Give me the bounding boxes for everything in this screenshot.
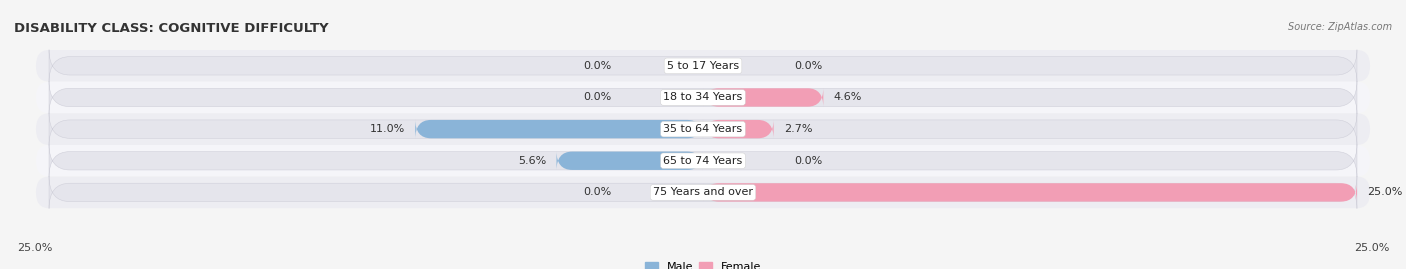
- FancyBboxPatch shape: [49, 81, 1357, 114]
- Text: 5.6%: 5.6%: [517, 156, 546, 166]
- FancyBboxPatch shape: [49, 145, 1357, 177]
- Text: 11.0%: 11.0%: [370, 124, 405, 134]
- Text: 0.0%: 0.0%: [583, 61, 612, 71]
- Text: 4.6%: 4.6%: [834, 93, 862, 102]
- Text: 0.0%: 0.0%: [794, 61, 823, 71]
- Text: 2.7%: 2.7%: [785, 124, 813, 134]
- FancyBboxPatch shape: [557, 151, 703, 171]
- Text: 0.0%: 0.0%: [583, 93, 612, 102]
- FancyBboxPatch shape: [37, 176, 1369, 208]
- FancyBboxPatch shape: [37, 113, 1369, 145]
- FancyBboxPatch shape: [415, 119, 703, 139]
- Text: 25.0%: 25.0%: [1354, 243, 1389, 253]
- FancyBboxPatch shape: [49, 113, 1357, 145]
- Text: 25.0%: 25.0%: [17, 243, 52, 253]
- FancyBboxPatch shape: [49, 50, 1357, 82]
- FancyBboxPatch shape: [703, 183, 1357, 202]
- FancyBboxPatch shape: [703, 119, 773, 139]
- FancyBboxPatch shape: [703, 88, 824, 107]
- FancyBboxPatch shape: [37, 145, 1369, 176]
- Legend: Male, Female: Male, Female: [644, 262, 762, 269]
- Text: 75 Years and over: 75 Years and over: [652, 187, 754, 197]
- Text: Source: ZipAtlas.com: Source: ZipAtlas.com: [1288, 22, 1392, 31]
- Text: 65 to 74 Years: 65 to 74 Years: [664, 156, 742, 166]
- Text: 0.0%: 0.0%: [794, 156, 823, 166]
- FancyBboxPatch shape: [49, 176, 1357, 208]
- Text: 18 to 34 Years: 18 to 34 Years: [664, 93, 742, 102]
- Text: 0.0%: 0.0%: [583, 187, 612, 197]
- Text: 25.0%: 25.0%: [1368, 187, 1403, 197]
- FancyBboxPatch shape: [37, 82, 1369, 113]
- Text: 35 to 64 Years: 35 to 64 Years: [664, 124, 742, 134]
- Text: 5 to 17 Years: 5 to 17 Years: [666, 61, 740, 71]
- FancyBboxPatch shape: [37, 50, 1369, 82]
- Text: DISABILITY CLASS: COGNITIVE DIFFICULTY: DISABILITY CLASS: COGNITIVE DIFFICULTY: [14, 22, 329, 34]
